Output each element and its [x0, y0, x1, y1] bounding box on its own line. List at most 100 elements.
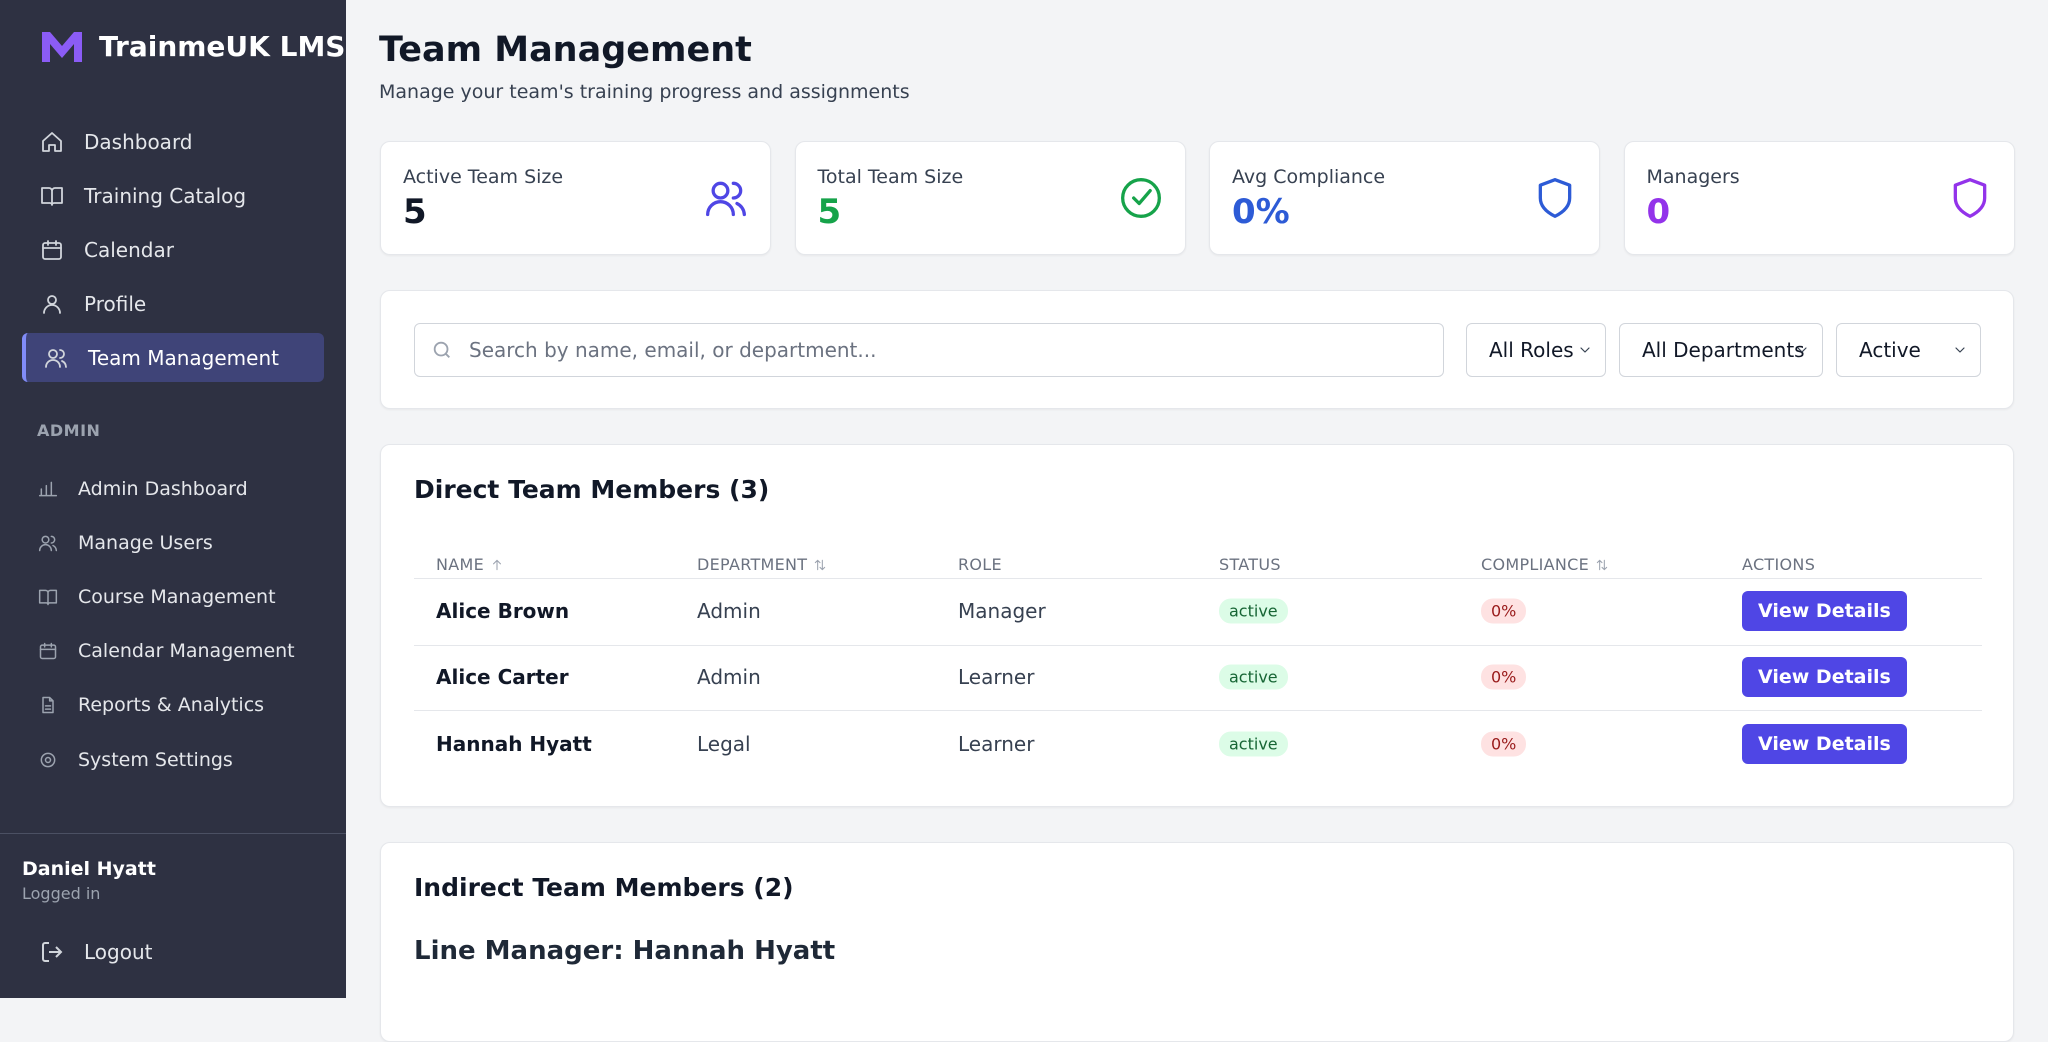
icon: [490, 558, 504, 572]
icon: [40, 238, 64, 262]
select[interactable]: All Departments: [1619, 323, 1823, 377]
page-subtitle: Manage your team's training progress and…: [379, 81, 910, 103]
stat-icon: [1948, 176, 1992, 224]
nav-item[interactable]: Reports & Analytics: [22, 681, 324, 730]
select-value: Active: [1859, 338, 1921, 362]
search-input[interactable]: Search by name, email, or department...: [414, 323, 1444, 377]
column-header: STATUS: [1219, 555, 1281, 574]
stat-value: 0: [1647, 192, 1671, 232]
nav-label: Team Management: [88, 346, 279, 370]
filter-card: Search by name, email, or department... …: [380, 290, 2014, 409]
icon: [38, 479, 58, 499]
icon: [38, 587, 58, 607]
stat-value: 0%: [1232, 192, 1290, 232]
status-badge: active: [1219, 599, 1288, 624]
icon: [1119, 176, 1163, 220]
icon: [40, 292, 64, 316]
column-label: ACTIONS: [1742, 555, 1815, 574]
icon: [1595, 558, 1609, 572]
stat-label: Avg Compliance: [1232, 166, 1385, 188]
nav-item[interactable]: Manage Users: [22, 518, 324, 567]
indirect-team-card: Indirect Team Members (2) Line Manager: …: [380, 842, 2014, 1042]
stat-card: Active Team Size5: [380, 141, 771, 255]
nav-item[interactable]: Calendar: [22, 225, 324, 274]
nav-item[interactable]: System Settings: [22, 735, 324, 784]
user-status: Logged in: [22, 884, 100, 903]
nav-label: Calendar Management: [78, 640, 295, 662]
icon: [1533, 176, 1577, 220]
icon: [1952, 342, 1968, 358]
column-label: STATUS: [1219, 555, 1281, 574]
select-value: All Departments: [1642, 338, 1805, 362]
row-divider: [414, 578, 1982, 579]
view-details-button[interactable]: View Details: [1742, 591, 1907, 631]
admin-heading: ADMIN: [37, 421, 100, 440]
member-name: Alice Brown: [436, 599, 569, 623]
nav-item[interactable]: Team Management: [22, 333, 324, 382]
stat-label: Managers: [1647, 166, 1740, 188]
column-label: NAME: [436, 555, 484, 574]
nav-item[interactable]: Dashboard: [22, 117, 324, 166]
stat-label: Active Team Size: [403, 166, 563, 188]
nav-label: Dashboard: [84, 130, 193, 154]
stat-card: Total Team Size 5: [795, 141, 1186, 255]
select-value: All Roles: [1489, 338, 1574, 362]
search-placeholder: Search by name, email, or department...: [469, 338, 876, 362]
page: TrainmeUK LMS Dashboard Training Catalog C…: [0, 0, 2048, 998]
status-badge: active: [1219, 665, 1288, 690]
stat-value: 5: [818, 192, 842, 232]
nav-label: Manage Users: [78, 532, 213, 554]
nav-label: Admin Dashboard: [78, 478, 248, 500]
icon: [38, 641, 58, 661]
icon: [40, 184, 64, 208]
line-manager: Line Manager: Hannah Hyatt: [414, 936, 835, 966]
column-header: ACTIONS: [1742, 555, 1815, 574]
icon: [1948, 176, 1992, 220]
member-name: Hannah Hyatt: [436, 732, 592, 756]
page-title: Team Management: [379, 30, 752, 70]
section-title: Indirect Team Members (2): [414, 873, 794, 902]
icon: [1794, 342, 1810, 358]
stat-icon: [1119, 176, 1163, 224]
row-divider: [414, 645, 1982, 646]
logout-label: Logout: [84, 940, 152, 964]
user-name: Daniel Hyatt: [22, 858, 156, 880]
column-label: DEPARTMENT: [697, 555, 807, 574]
compliance-badge: 0%: [1481, 599, 1526, 624]
status-badge: active: [1219, 732, 1288, 757]
stat-label: Total Team Size: [818, 166, 964, 188]
compliance-badge: 0%: [1481, 732, 1526, 757]
nav-label: System Settings: [78, 749, 233, 771]
icon: [704, 176, 748, 220]
nav-label: Course Management: [78, 586, 276, 608]
view-details-button[interactable]: View Details: [1742, 657, 1907, 697]
nav-item[interactable]: Calendar Management: [22, 627, 324, 676]
nav-item[interactable]: Training Catalog: [22, 171, 324, 220]
nav-item[interactable]: Admin Dashboard: [22, 464, 324, 513]
view-details-button[interactable]: View Details: [1742, 724, 1907, 764]
select[interactable]: Active: [1836, 323, 1981, 377]
direct-team-card: Direct Team Members (3) NAME DEPARTMENT RO…: [380, 444, 2014, 807]
section-title: Direct Team Members (3): [414, 475, 769, 504]
column-label: ROLE: [958, 555, 1002, 574]
nav-item[interactable]: Course Management: [22, 572, 324, 621]
column-header: NAME: [436, 555, 504, 574]
stat-icon: [704, 176, 748, 224]
icon: [38, 695, 58, 715]
stat-icon: [1533, 176, 1577, 224]
cell: Manager: [958, 599, 1046, 623]
nav-item[interactable]: Profile: [22, 279, 324, 328]
cell: Legal: [697, 732, 751, 756]
cell: Learner: [958, 665, 1034, 689]
icon: [1577, 342, 1593, 358]
cell: Learner: [958, 732, 1034, 756]
column-header: DEPARTMENT: [697, 555, 827, 574]
logout[interactable]: Logout: [22, 927, 324, 976]
sidebar: TrainmeUK LMS Dashboard Training Catalog C…: [0, 0, 346, 998]
column-header: COMPLIANCE: [1481, 555, 1609, 574]
logo: [40, 30, 84, 64]
cell: Admin: [697, 665, 761, 689]
select[interactable]: All Roles: [1466, 323, 1606, 377]
nav-label: Profile: [84, 292, 146, 316]
app-name: TrainmeUK LMS: [99, 30, 345, 63]
